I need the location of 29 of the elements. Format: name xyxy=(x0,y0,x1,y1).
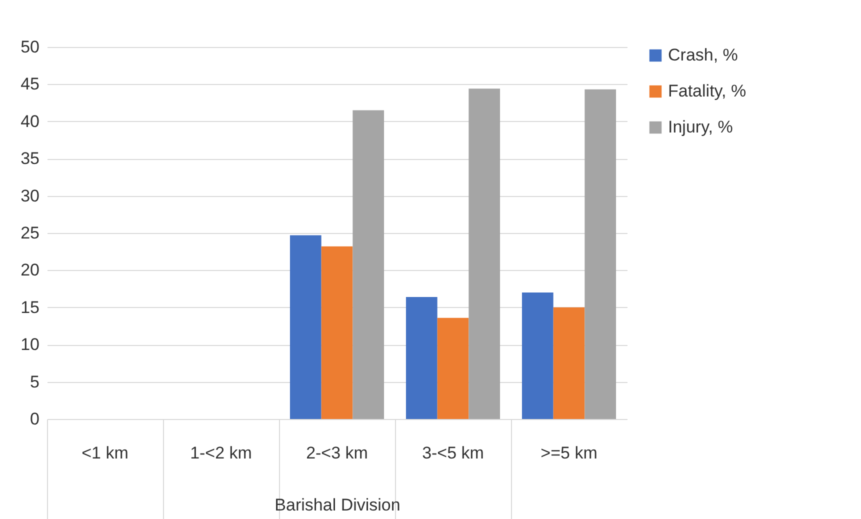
bar xyxy=(553,307,585,419)
y-tick-label: 5 xyxy=(30,372,40,392)
legend-label: Injury, % xyxy=(668,118,733,136)
y-tick-label: 20 xyxy=(20,260,40,280)
bar xyxy=(321,246,353,419)
bar xyxy=(522,292,554,419)
x-tick-label: <1 km xyxy=(82,444,128,462)
bar xyxy=(290,235,322,419)
x-tick-label: 1-<2 km xyxy=(190,444,252,462)
x-tick-label: 2-<3 km xyxy=(306,444,368,462)
y-tick-label: 15 xyxy=(20,298,40,317)
y-tick-label: 40 xyxy=(20,112,40,131)
x-axis-title: Barishal Division xyxy=(274,496,400,514)
x-tick-label: >=5 km xyxy=(540,444,598,462)
x-tick-label: 3-<5 km xyxy=(422,444,484,462)
legend-label: Crash, % xyxy=(668,46,738,64)
y-tick-label: 0 xyxy=(30,410,40,428)
y-tick-label: 30 xyxy=(20,186,40,206)
bar xyxy=(584,89,616,419)
y-tick-label: 50 xyxy=(20,38,40,56)
bar xyxy=(468,88,500,419)
y-tick-label: 10 xyxy=(20,335,40,354)
y-tick-label: 45 xyxy=(20,74,40,94)
bar xyxy=(352,110,384,419)
legend-label: Fatality, % xyxy=(668,82,746,100)
y-tick-label: 35 xyxy=(20,149,40,168)
y-tick-label: 25 xyxy=(20,224,40,242)
bar xyxy=(437,318,469,419)
bar xyxy=(406,296,438,419)
